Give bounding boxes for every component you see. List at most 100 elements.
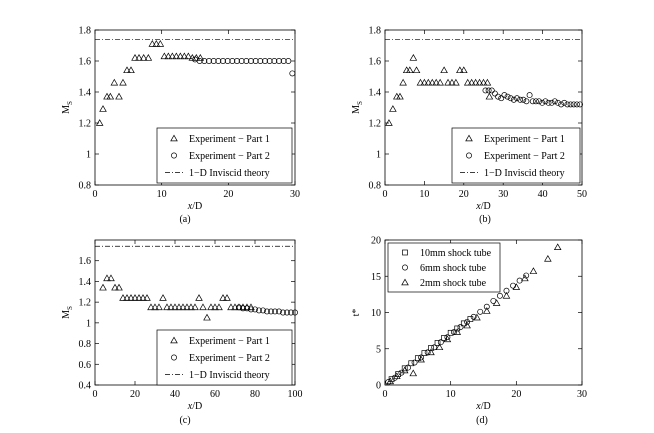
- data-point: [418, 354, 425, 361]
- y-axis-label: MS: [351, 101, 364, 114]
- data-point: [272, 308, 278, 315]
- data-point: [131, 53, 139, 61]
- data-point: [391, 374, 398, 381]
- legend-box: [156, 127, 293, 184]
- data-point: [207, 303, 215, 311]
- x-tick-label: 40: [170, 389, 180, 400]
- data-point: [183, 303, 191, 311]
- y-tick-label: 0.8: [79, 181, 92, 192]
- legend-marker: [402, 264, 408, 271]
- data-point: [139, 53, 148, 61]
- legend-label: 1−D Inviscid theory: [189, 168, 270, 179]
- data-point: [152, 40, 161, 47]
- data-point: [135, 53, 143, 61]
- data-point: [412, 66, 421, 74]
- data-point: [539, 99, 546, 106]
- data-point: [457, 324, 464, 330]
- data-point: [396, 92, 404, 100]
- data-point: [386, 377, 395, 385]
- x-axis-label: x/D: [187, 401, 202, 412]
- data-point: [492, 299, 501, 306]
- data-point: [400, 366, 409, 374]
- series-1: [99, 274, 255, 321]
- y-tick-label: 10: [371, 308, 381, 319]
- legend-marker: [171, 354, 177, 361]
- legend-marker: [170, 134, 178, 142]
- data-point: [264, 308, 270, 315]
- panel-caption: (a): [179, 214, 190, 225]
- data-point: [399, 78, 407, 86]
- y-tick-label: 15: [371, 272, 381, 283]
- legend-box: [387, 242, 501, 293]
- plot-frame: [384, 29, 583, 186]
- y-tick-label: 1: [86, 318, 91, 329]
- data-point: [199, 303, 207, 311]
- data-point: [467, 78, 476, 86]
- data-point: [289, 70, 296, 77]
- legend-label: Experiment − Part 2: [189, 353, 270, 364]
- y-tick-label: 0.8: [79, 339, 92, 350]
- legend-label: Experiment − Part 1: [484, 134, 565, 145]
- data-point: [542, 98, 549, 105]
- x-tick-label: 80: [250, 389, 260, 400]
- data-point: [420, 78, 429, 86]
- data-point: [262, 58, 268, 64]
- data-point: [402, 66, 411, 74]
- x-axis-label: x/D: [475, 201, 490, 212]
- data-point: [256, 307, 262, 314]
- data-point: [395, 371, 401, 377]
- data-point: [536, 98, 543, 105]
- data-point: [248, 58, 254, 64]
- data-point: [224, 58, 231, 64]
- data-point: [561, 99, 568, 106]
- data-point: [471, 78, 480, 86]
- data-point: [195, 294, 203, 301]
- data-point: [555, 99, 561, 106]
- data-point: [115, 92, 123, 100]
- x-tick-label: 10: [157, 189, 167, 200]
- data-point: [529, 98, 536, 105]
- x-tick-label: 10: [419, 189, 429, 200]
- data-point: [501, 92, 508, 99]
- x-tick-label: 50: [577, 189, 587, 200]
- legend: 10mm shock tube 6mm shock tube 2mm shock t…: [387, 242, 501, 293]
- data-point: [385, 379, 392, 386]
- legend-label: Experiment − Part 1: [189, 134, 270, 145]
- data-point: [211, 303, 219, 311]
- data-point: [436, 78, 444, 86]
- x-tick-label: 40: [538, 189, 548, 200]
- legend-box: [156, 329, 293, 386]
- data-point: [103, 274, 111, 282]
- data-point: [147, 303, 155, 311]
- data-point: [164, 52, 173, 60]
- data-point: [452, 78, 460, 86]
- data-point: [482, 87, 489, 94]
- data-point: [411, 359, 418, 366]
- data-point: [240, 305, 246, 312]
- data-point: [448, 78, 456, 86]
- legend-label: 6mm shock tube: [420, 263, 487, 274]
- y-tick-label: 1.8: [79, 26, 92, 37]
- data-point: [456, 66, 464, 74]
- legend-label: 1−D Inviscid theory: [484, 168, 565, 179]
- data-point: [260, 307, 266, 314]
- data-point: [485, 92, 494, 100]
- y-tick-label: 1.4: [369, 88, 382, 99]
- legend-label: Experiment − Part 2: [189, 151, 270, 162]
- legend-marker: [466, 152, 472, 159]
- data-point: [507, 95, 514, 102]
- y-tick-label: 0.6: [79, 360, 92, 371]
- y-tick-label: 1.6: [79, 57, 92, 68]
- data-point: [401, 365, 408, 372]
- data-point: [416, 78, 425, 86]
- data-point: [477, 308, 484, 315]
- data-point: [107, 274, 115, 282]
- data-point: [440, 66, 448, 74]
- data-point: [491, 90, 498, 97]
- data-point: [115, 283, 123, 291]
- data-point: [432, 78, 441, 86]
- data-point: [408, 360, 415, 367]
- data-point: [103, 92, 111, 100]
- data-point: [144, 53, 153, 61]
